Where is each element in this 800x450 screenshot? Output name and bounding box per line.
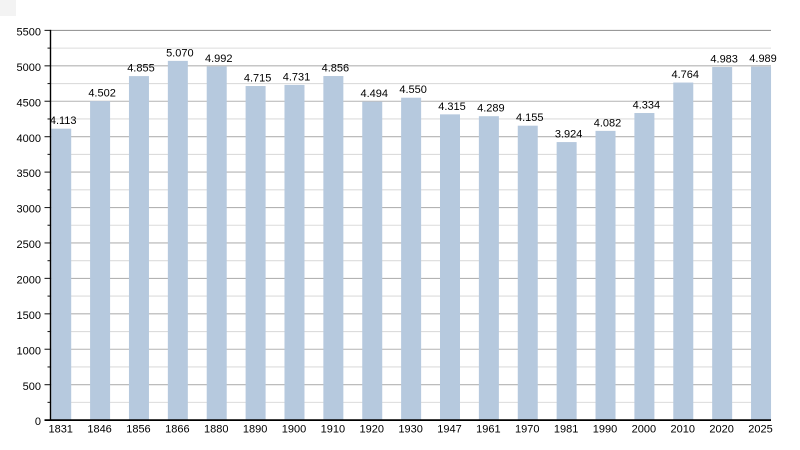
svg-text:4.082: 4.082 xyxy=(594,117,622,129)
svg-text:4.983: 4.983 xyxy=(710,53,738,65)
svg-text:1866: 1866 xyxy=(165,423,189,435)
svg-text:1500: 1500 xyxy=(17,310,41,322)
svg-text:4.550: 4.550 xyxy=(399,84,427,96)
svg-text:4.289: 4.289 xyxy=(477,103,505,115)
svg-text:4.155: 4.155 xyxy=(516,112,544,124)
svg-text:5.070: 5.070 xyxy=(166,47,194,59)
svg-text:1920: 1920 xyxy=(359,423,383,435)
svg-text:3000: 3000 xyxy=(17,204,41,216)
svg-text:2000: 2000 xyxy=(632,423,656,435)
svg-text:4500: 4500 xyxy=(17,97,41,109)
svg-text:1981: 1981 xyxy=(554,423,578,435)
svg-text:5000: 5000 xyxy=(17,62,41,74)
svg-text:1856: 1856 xyxy=(126,423,150,435)
svg-text:4.731: 4.731 xyxy=(283,71,311,83)
svg-text:4.856: 4.856 xyxy=(322,62,350,74)
svg-text:2000: 2000 xyxy=(17,274,41,286)
svg-text:1831: 1831 xyxy=(48,423,72,435)
svg-text:4.989: 4.989 xyxy=(749,53,777,65)
svg-text:4.113: 4.113 xyxy=(50,115,77,127)
svg-text:4.764: 4.764 xyxy=(672,69,700,81)
svg-text:3.924: 3.924 xyxy=(555,128,583,140)
svg-text:1970: 1970 xyxy=(515,423,539,435)
svg-text:2500: 2500 xyxy=(17,239,41,251)
svg-text:1947: 1947 xyxy=(437,423,461,435)
svg-text:1910: 1910 xyxy=(321,423,345,435)
svg-text:1846: 1846 xyxy=(87,423,111,435)
svg-text:4.494: 4.494 xyxy=(360,88,388,100)
svg-text:1890: 1890 xyxy=(243,423,267,435)
svg-text:5500: 5500 xyxy=(17,27,41,39)
svg-text:1000: 1000 xyxy=(17,345,41,357)
svg-text:1880: 1880 xyxy=(204,423,228,435)
svg-text:4.855: 4.855 xyxy=(127,63,155,75)
svg-text:500: 500 xyxy=(23,381,41,393)
svg-text:4.315: 4.315 xyxy=(438,101,466,113)
svg-text:2020: 2020 xyxy=(709,423,733,435)
svg-text:1990: 1990 xyxy=(593,423,617,435)
svg-text:2025: 2025 xyxy=(748,423,772,435)
svg-text:2010: 2010 xyxy=(671,423,695,435)
svg-text:4.334: 4.334 xyxy=(633,99,661,111)
svg-text:4000: 4000 xyxy=(17,133,41,145)
svg-text:1900: 1900 xyxy=(282,423,306,435)
svg-text:4.992: 4.992 xyxy=(205,53,233,65)
svg-text:3500: 3500 xyxy=(17,168,41,180)
svg-text:4.502: 4.502 xyxy=(88,88,116,100)
svg-text:1961: 1961 xyxy=(476,423,500,435)
svg-text:1930: 1930 xyxy=(398,423,422,435)
svg-text:0: 0 xyxy=(35,416,41,428)
svg-text:4.715: 4.715 xyxy=(244,72,272,84)
